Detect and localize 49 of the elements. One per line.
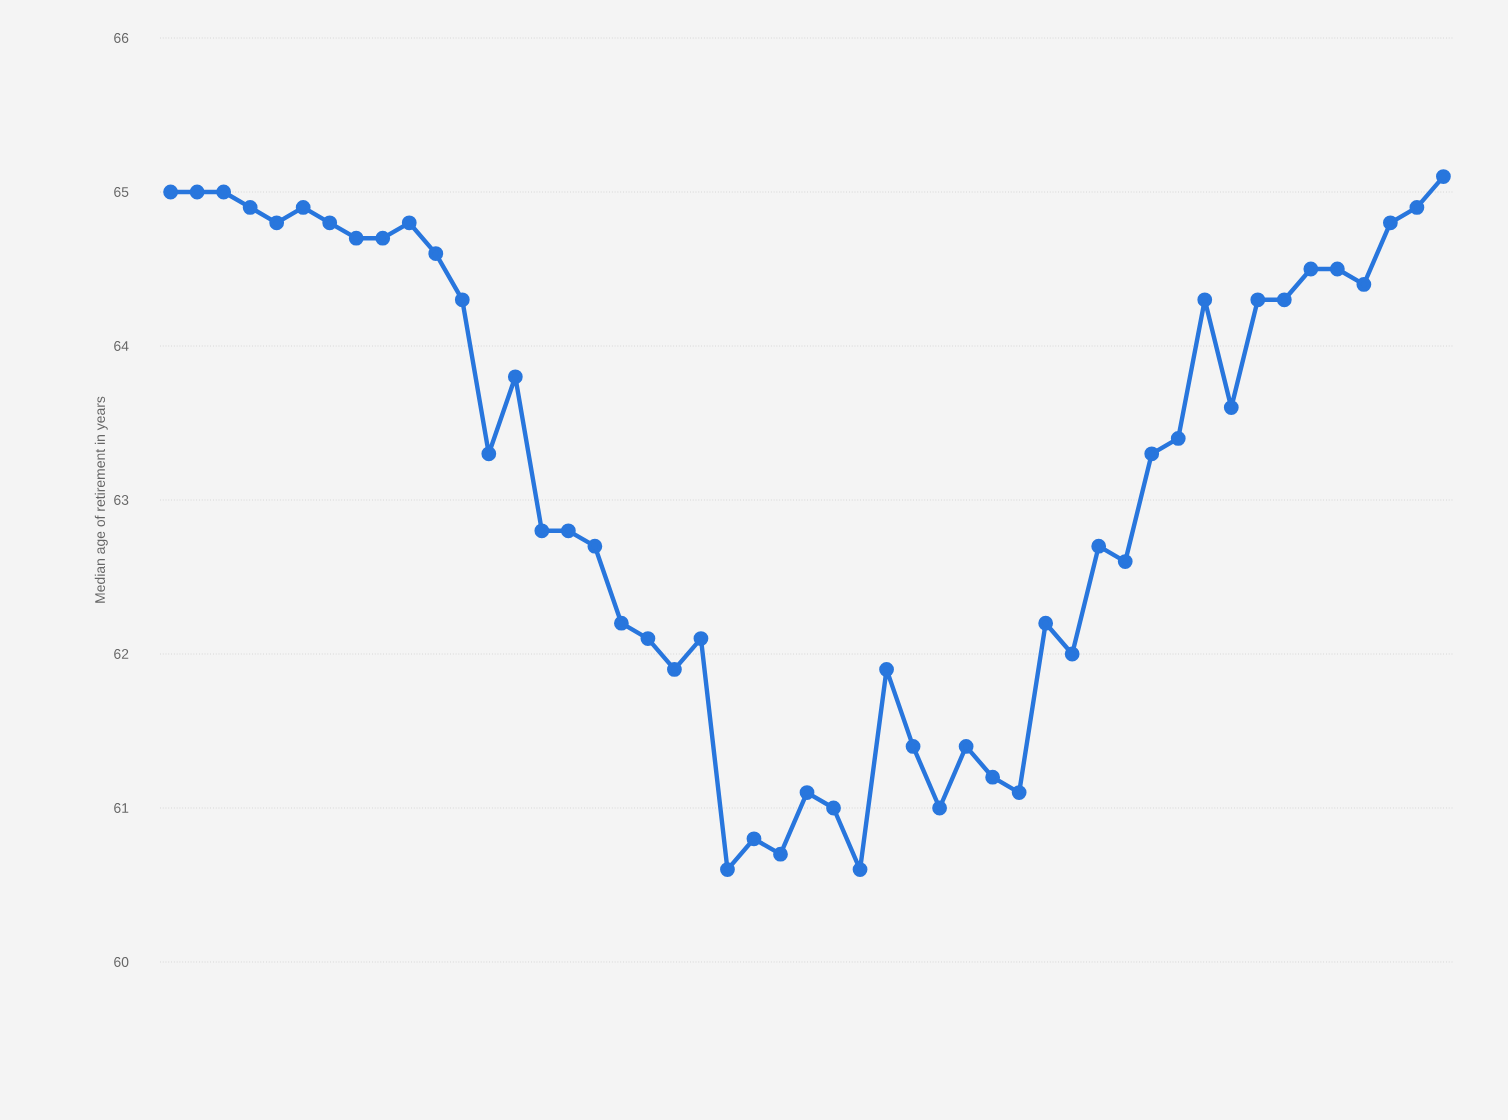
point — [1011, 785, 1027, 800]
point — [1144, 446, 1160, 462]
point — [560, 523, 576, 539]
point — [1356, 277, 1372, 292]
point — [905, 739, 921, 754]
point — [454, 292, 470, 308]
point — [1382, 215, 1398, 231]
point — [1091, 538, 1107, 554]
point — [1329, 261, 1345, 277]
point — [481, 446, 497, 462]
point — [428, 246, 444, 261]
point — [879, 662, 894, 677]
point — [826, 800, 841, 816]
point — [269, 215, 285, 231]
point — [401, 215, 417, 231]
point — [932, 800, 947, 816]
point — [587, 538, 603, 554]
point — [375, 230, 391, 246]
point — [799, 785, 815, 800]
point — [189, 184, 205, 200]
point — [507, 369, 523, 385]
point — [1436, 169, 1451, 184]
point — [216, 184, 232, 200]
point — [163, 184, 178, 200]
point — [640, 631, 656, 646]
point — [1038, 615, 1054, 631]
point — [1303, 261, 1319, 277]
point — [1276, 292, 1292, 308]
point — [242, 200, 258, 215]
point — [985, 769, 1001, 785]
point — [958, 739, 974, 754]
point — [322, 215, 338, 231]
point — [1250, 292, 1266, 308]
point — [1409, 200, 1425, 215]
point — [667, 662, 682, 677]
point — [693, 631, 709, 646]
point — [534, 523, 550, 539]
point — [295, 200, 311, 215]
point — [1223, 400, 1239, 415]
point — [1117, 554, 1133, 569]
point — [852, 862, 868, 877]
point — [1170, 431, 1186, 446]
point — [1197, 292, 1213, 308]
point — [773, 846, 788, 862]
point — [746, 831, 762, 847]
point — [1064, 646, 1080, 662]
point — [720, 862, 735, 877]
point — [348, 230, 364, 246]
point — [614, 615, 629, 631]
